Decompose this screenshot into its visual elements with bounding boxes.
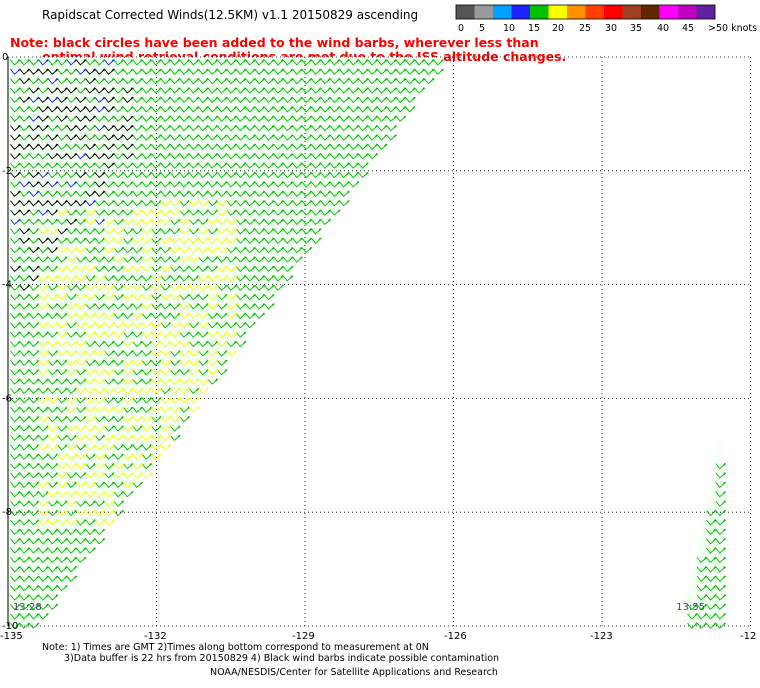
x-tick-label: -132 — [144, 631, 167, 642]
colorbar-label: 0 — [458, 23, 464, 34]
x-tick-label: -129 — [292, 631, 315, 642]
colorbar-label: 20 — [552, 23, 564, 34]
colorbar-swatch — [622, 5, 641, 19]
colorbar-label: 10 — [503, 23, 515, 34]
swath-areas — [8, 57, 721, 626]
colorbar-swatch — [696, 5, 715, 19]
colorbar-label: 25 — [579, 23, 591, 34]
swath-time-label: 13:28 — [13, 602, 42, 613]
colorbar: 0 5 10 15 20 25 30 35 40 45 >50 knots — [455, 4, 757, 34]
x-tick-label: -135 — [0, 631, 23, 642]
colorbar-label: 15 — [528, 23, 540, 34]
y-tick-label: -10 — [2, 621, 18, 632]
footer-note-2: 3)Data buffer is 22 hrs from 20150829 4)… — [64, 653, 500, 664]
y-tick-label: -8 — [2, 507, 12, 518]
x-tick-label: -12 — [740, 631, 756, 642]
colorbar-swatch — [548, 5, 567, 19]
colorbar-swatch — [530, 5, 549, 19]
colorbar-label: 35 — [630, 23, 642, 34]
wind-barb-group — [10, 59, 134, 291]
footer-note-1: Note: 1) Times are GMT 2)Times along bot… — [42, 642, 429, 653]
colorbar-swatch — [604, 5, 623, 19]
x-tick-label: -126 — [444, 631, 467, 642]
colorbar-label: 30 — [605, 23, 617, 34]
colorbar-label: 40 — [657, 23, 669, 34]
y-tick-label: 0 — [2, 52, 8, 63]
y-tick-label: -6 — [2, 393, 12, 404]
axes: -135 -132 -129 -126 -123 -12 -10 -8 -6 -4 -2 0 13:28… — [0, 52, 756, 642]
colorbar-label: >50 knots — [708, 23, 757, 34]
swath-time-label: 13:55 — [676, 602, 705, 613]
footer-credit: NOAA/NESDIS/Center for Satellite Applica… — [210, 667, 498, 678]
colorbar-swatch — [474, 5, 493, 19]
colorbar-swatch — [567, 5, 586, 19]
colorbar-frame — [455, 4, 716, 20]
colorbar-swatch — [641, 5, 660, 19]
colorbar-swatch — [585, 5, 604, 19]
y-tick-label: -2 — [2, 166, 12, 177]
contamination-note-line1: Note: black circles have been added to t… — [10, 35, 539, 50]
colorbar-label: 45 — [682, 23, 694, 34]
colorbar-swatch — [493, 5, 512, 19]
wind-barb-group — [10, 59, 727, 629]
wind-barb-group — [38, 199, 238, 526]
swath-area — [681, 438, 721, 626]
y-tick-label: -4 — [2, 280, 12, 291]
colorbar-swatch — [456, 5, 475, 19]
colorbar-swatch — [678, 5, 697, 19]
colorbar-swatch — [659, 5, 678, 19]
wind-barb-group — [10, 59, 115, 226]
chart-title: Rapidscat Corrected Winds(12.5KM) v1.1 2… — [42, 8, 419, 22]
colorbar-label: 5 — [479, 23, 485, 34]
wind-barbs — [10, 59, 727, 629]
colorbar-swatch — [511, 5, 530, 19]
x-tick-label: -123 — [590, 631, 613, 642]
